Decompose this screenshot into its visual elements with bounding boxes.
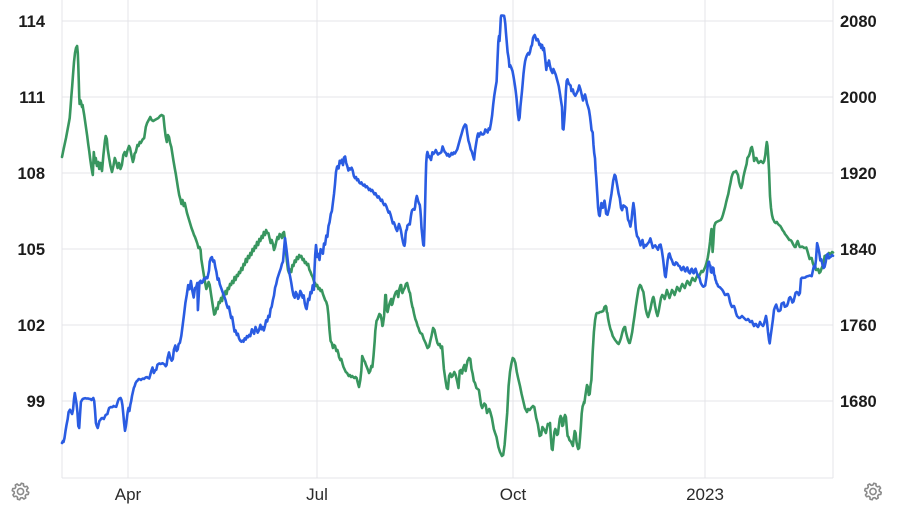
svg-text:102: 102 (17, 317, 45, 335)
svg-text:2023: 2023 (686, 485, 724, 504)
svg-text:Apr: Apr (115, 485, 142, 504)
svg-text:1760: 1760 (840, 317, 877, 335)
svg-text:Oct: Oct (500, 485, 527, 504)
svg-text:105: 105 (17, 241, 45, 259)
svg-text:2000: 2000 (840, 89, 877, 107)
svg-text:2080: 2080 (840, 13, 877, 31)
svg-text:1920: 1920 (840, 165, 877, 183)
svg-text:1680: 1680 (840, 393, 877, 411)
svg-text:99: 99 (27, 393, 45, 411)
svg-text:111: 111 (19, 89, 45, 107)
svg-text:108: 108 (17, 165, 45, 183)
svg-text:Jul: Jul (306, 485, 328, 504)
svg-text:1840: 1840 (840, 241, 877, 259)
svg-text:114: 114 (18, 13, 45, 31)
